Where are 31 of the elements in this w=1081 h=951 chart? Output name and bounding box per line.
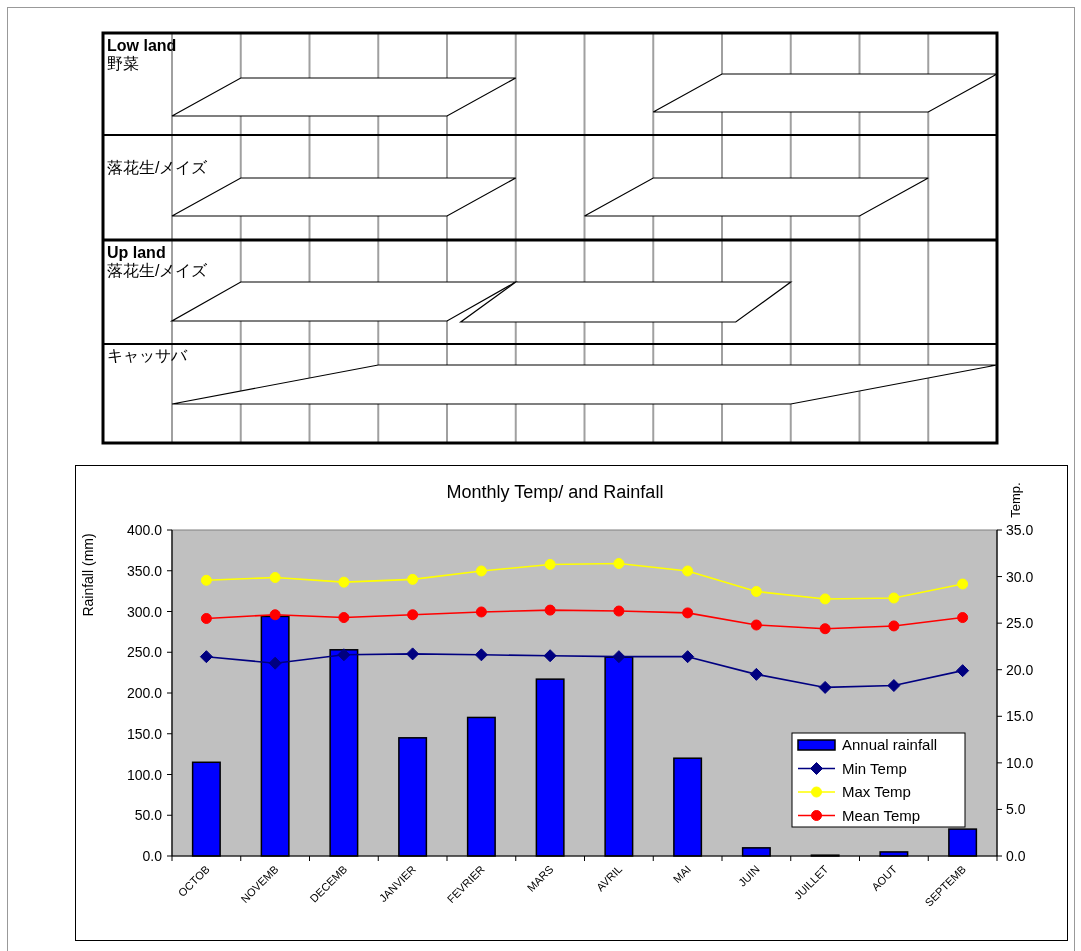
y-tick-label: 200.0 [126,685,163,701]
x-tick-label: MAI [670,862,694,886]
y-tick-label: 350.0 [126,562,163,579]
text: 野菜 [107,55,139,72]
y-tick-label: 100.0 [126,766,163,783]
y2-tick-label: 10.0 [1006,754,1034,771]
text: 落花生/メイズ [107,159,209,176]
text: キャッサバ [107,347,188,364]
y-tick-label: 300.0 [126,603,163,620]
y2-tick-label: 35.0 [1006,522,1034,538]
legend-label: Annual rainfall [842,736,938,753]
y-tick-label: 50.0 [134,807,163,824]
y-tick-label: 150.0 [126,725,163,742]
y2-tick-label: 5.0 [1006,801,1026,818]
text: 落花生/メイズ [107,262,209,279]
y-axis-title: Rainfall (mm) [80,533,96,617]
y-tick-label: 0.0 [142,848,163,864]
y2-tick-label: 30.0 [1006,568,1034,585]
y2-tick-label: 25.0 [1006,615,1034,632]
text: Up land [107,244,166,261]
legend-label: Mean Temp [842,806,921,824]
text: Low land [107,37,177,54]
chart-title: Monthly Temp/ and Rainfall [446,482,664,502]
y-tick-label: 400.0 [126,522,163,538]
y2-axis-title: Temp. [1008,482,1023,518]
y2-tick-label: 20.0 [1006,661,1034,678]
y2-tick-label: 15.0 [1006,708,1034,725]
legend-label: Min Temp [842,759,907,777]
legend-label: Max Temp [842,783,911,800]
y2-tick-label: 0.0 [1006,848,1026,864]
y-tick-label: 250.0 [126,644,163,661]
